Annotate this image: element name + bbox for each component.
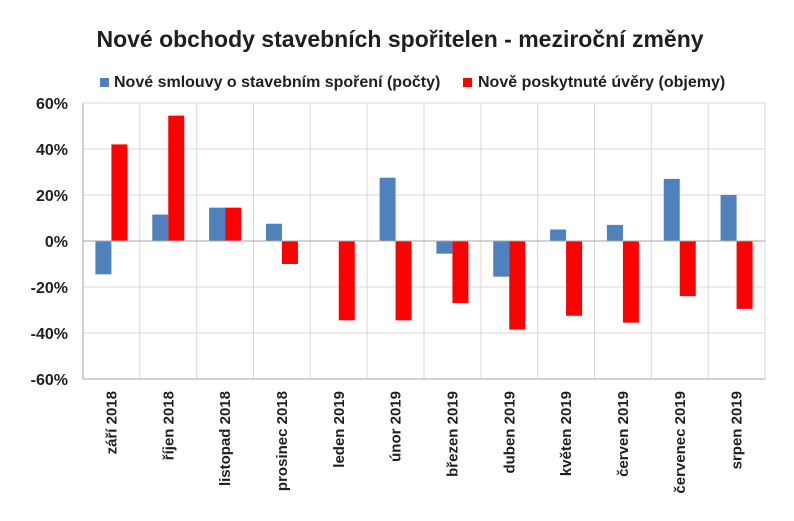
x-tick-label: červenec 2019 bbox=[672, 391, 689, 494]
chart-title: Nové obchody stavebních spořitelen - mez… bbox=[96, 26, 703, 52]
y-tick-label: -60% bbox=[31, 372, 68, 389]
legend-label-1: Nové smlouvy o stavebním spoření (počty) bbox=[114, 74, 440, 91]
bar-series1-7 bbox=[436, 241, 453, 254]
x-tick-label: březen 2019 bbox=[444, 391, 461, 477]
x-tick-label: listopad 2018 bbox=[217, 391, 234, 486]
legend: Nové smlouvy o stavebním spoření (počty)… bbox=[100, 74, 725, 91]
bar-series2-5 bbox=[338, 241, 355, 321]
bar-series1-10 bbox=[606, 224, 623, 241]
x-tick-label: leden 2019 bbox=[331, 391, 348, 468]
bar-series1-1 bbox=[95, 241, 112, 275]
bar-series1-12 bbox=[720, 195, 737, 241]
axes bbox=[82, 103, 765, 380]
legend-swatch-2 bbox=[463, 78, 472, 87]
bar-series2-9 bbox=[566, 241, 583, 316]
bar-series2-6 bbox=[395, 241, 412, 321]
legend-label-2: Nově poskytnuté úvěry (objemy) bbox=[478, 74, 725, 91]
y-axis-ticks: 60% 40% 20% 0% -20% -40% -60% bbox=[31, 96, 68, 389]
bar-series1-3 bbox=[209, 207, 226, 241]
bar-series2-3 bbox=[225, 207, 242, 241]
x-tick-label: prosinec 2018 bbox=[274, 391, 291, 491]
y-tick-label: -40% bbox=[31, 326, 68, 343]
y-tick-label: 60% bbox=[36, 96, 68, 113]
bar-series2-7 bbox=[452, 241, 469, 304]
bar-series1-11 bbox=[663, 178, 680, 241]
x-tick-label: únor 2019 bbox=[388, 391, 405, 462]
bar-series1-9 bbox=[550, 229, 567, 241]
bar-series2-8 bbox=[509, 241, 526, 330]
bar-series2-1 bbox=[111, 144, 128, 241]
bar-series2-10 bbox=[622, 241, 639, 323]
bar-series1-4 bbox=[265, 223, 282, 241]
bar-series2-2 bbox=[168, 115, 185, 241]
bar-series2-12 bbox=[736, 241, 753, 309]
bar-series1-6 bbox=[379, 177, 396, 241]
x-tick-label: srpen 2019 bbox=[729, 391, 746, 469]
x-tick-label: říjen 2018 bbox=[160, 391, 177, 460]
legend-swatch-1 bbox=[100, 78, 109, 87]
y-tick-label: 40% bbox=[36, 142, 68, 159]
bar-series1-8 bbox=[493, 241, 510, 277]
y-tick-label: -20% bbox=[31, 280, 68, 297]
bar-series1-2 bbox=[152, 214, 169, 241]
bar-series2-11 bbox=[679, 241, 696, 297]
y-tick-label: 0% bbox=[45, 234, 68, 251]
x-tick-label: duben 2019 bbox=[501, 391, 518, 474]
bars bbox=[95, 115, 753, 330]
x-axis-ticks: září 2018 říjen 2018 listopad 2018 prosinec… bbox=[103, 391, 745, 494]
bar-series2-4 bbox=[281, 241, 298, 264]
y-tick-label: 20% bbox=[36, 188, 68, 205]
x-tick-label: červen 2019 bbox=[615, 391, 632, 477]
x-tick-label: září 2018 bbox=[103, 391, 120, 454]
x-tick-label: květen 2019 bbox=[558, 391, 575, 476]
